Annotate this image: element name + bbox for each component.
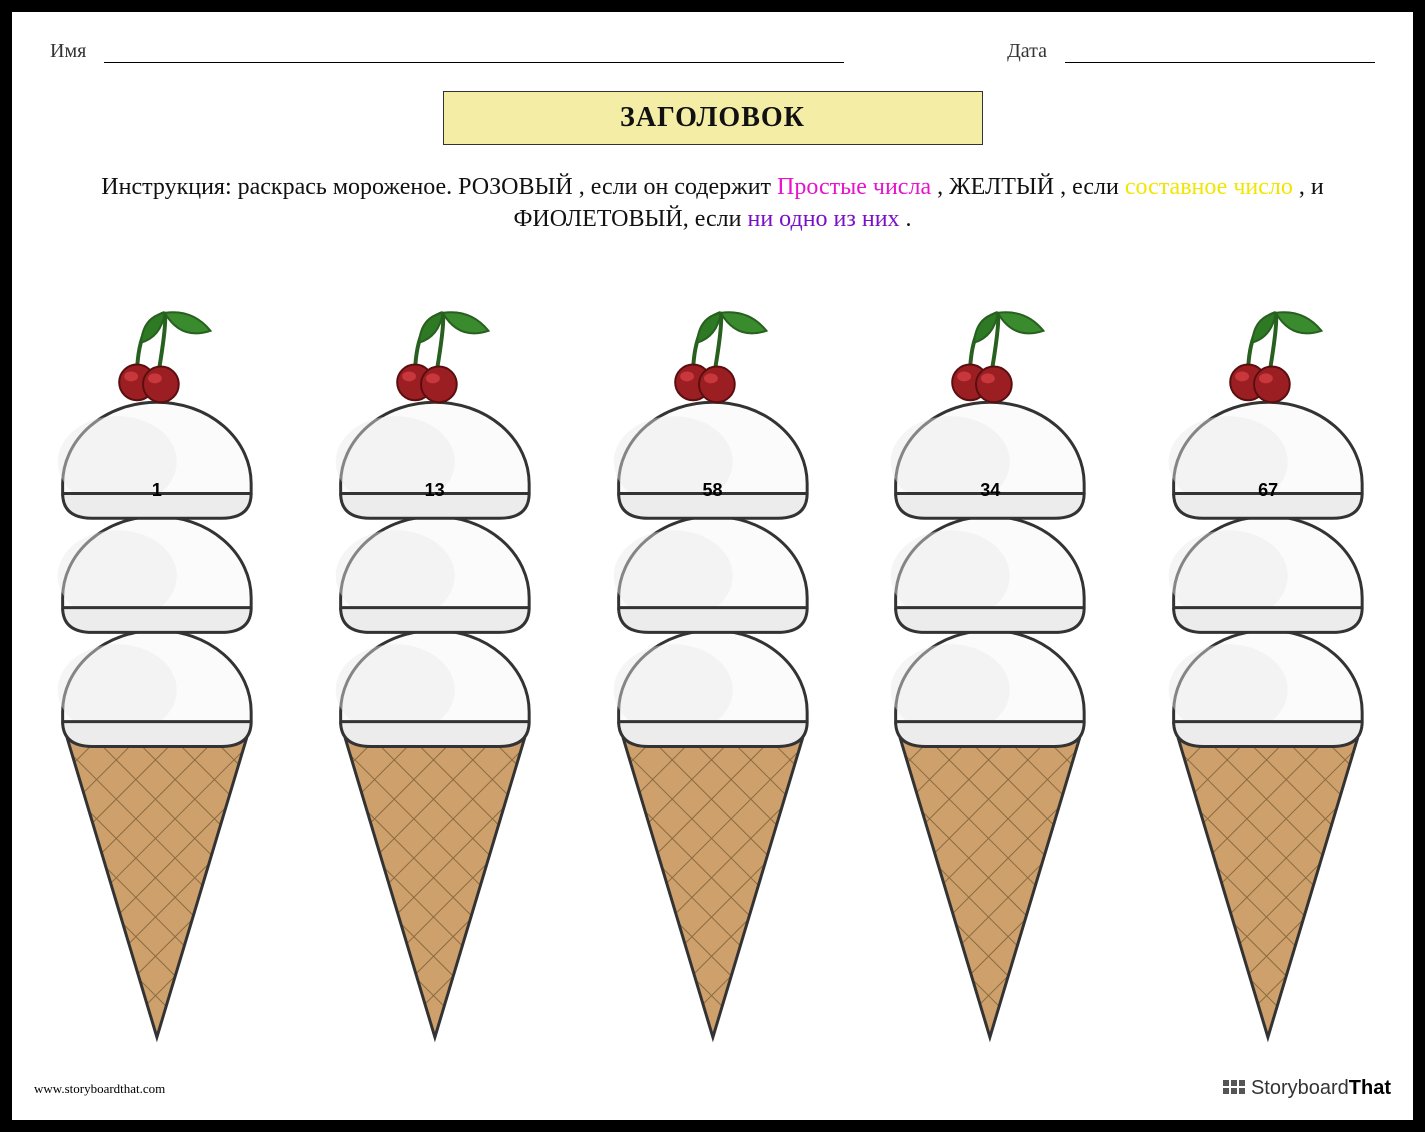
worksheet-page: Имя Дата ЗАГОЛОВОК Инструкция: раскрась … <box>10 10 1415 1122</box>
footer-url: www.storyboardthat.com <box>34 1081 165 1097</box>
footer: www.storyboardthat.com StoryboardThat <box>34 1077 1391 1100</box>
ice-cream-svg <box>18 280 296 1080</box>
name-label: Имя <box>50 40 86 63</box>
ice-cream-cone: 13 <box>296 280 574 1080</box>
date-field: Дата <box>1007 40 1375 63</box>
ice-cream-cone: 58 <box>574 280 852 1080</box>
ice-cream-cone: 1 <box>18 280 296 1080</box>
ice-cream-svg <box>574 280 852 1080</box>
scoop-number: 13 <box>296 480 574 501</box>
instruction-pink: Простые числа <box>777 174 937 200</box>
brand-logo: StoryboardThat <box>1223 1077 1391 1100</box>
scoop-number: 67 <box>1129 480 1407 501</box>
storyboard-icon <box>1223 1080 1245 1098</box>
ice-cream-svg <box>1129 280 1407 1080</box>
scoop-number: 58 <box>574 480 852 501</box>
instruction-text: Инструкция: раскрась мороженое. РОЗОВЫЙ … <box>72 171 1353 236</box>
instruction-part-2: , ЖЕЛТЫЙ , если <box>937 174 1125 200</box>
instruction-part-4: . <box>906 206 912 232</box>
name-field: Имя <box>50 40 844 63</box>
ice-cream-cone: 34 <box>851 280 1129 1080</box>
title-box: ЗАГОЛОВОК <box>443 91 983 145</box>
instruction-yellow: составное число <box>1125 174 1299 200</box>
title-text: ЗАГОЛОВОК <box>620 102 805 133</box>
brand-text-1: Storyboard <box>1251 1077 1349 1099</box>
ice-cream-row: 1 13 58 34 <box>12 280 1413 1080</box>
name-input-line[interactable] <box>104 41 844 63</box>
scoop-number: 34 <box>851 480 1129 501</box>
date-label: Дата <box>1007 40 1047 63</box>
instruction-part-1: Инструкция: раскрась мороженое. РОЗОВЫЙ … <box>101 174 777 200</box>
ice-cream-svg <box>296 280 574 1080</box>
date-input-line[interactable] <box>1065 41 1375 63</box>
brand-text-2: That <box>1349 1077 1391 1099</box>
ice-cream-cone: 67 <box>1129 280 1407 1080</box>
ice-cream-svg <box>851 280 1129 1080</box>
header-row: Имя Дата <box>12 12 1413 63</box>
instruction-purple: ни одно из них <box>747 206 905 232</box>
scoop-number: 1 <box>18 480 296 501</box>
